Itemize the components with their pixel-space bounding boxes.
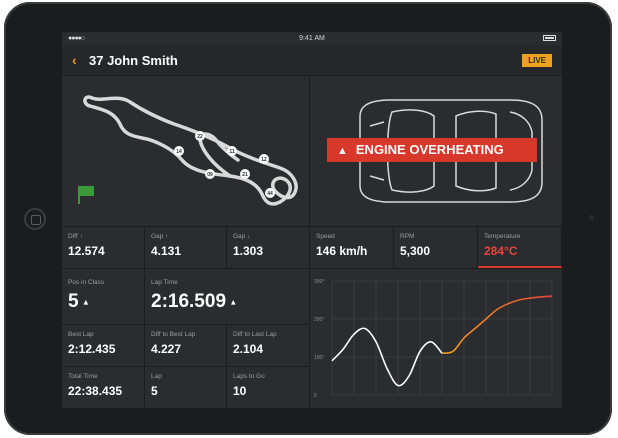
stat-label: Gap ↑ <box>151 233 169 240</box>
stat-value: 5 ▴ <box>68 291 88 312</box>
stat-value: 5 <box>151 384 158 398</box>
stat-diff-last: Diff to Last Lap 2.104 <box>227 324 310 366</box>
stat-value: 1.303 <box>233 244 264 258</box>
track-marker[interactable] <box>174 146 184 156</box>
stat-value: 4.131 <box>151 244 182 258</box>
flag-icon <box>78 186 94 204</box>
stat-label: Pos in Class <box>68 279 105 286</box>
track-marker-label: 12 <box>261 157 267 163</box>
status-time: 9:41 AM <box>299 35 325 42</box>
track-marker-label: 11 <box>229 149 235 155</box>
stat-label: RPM <box>400 233 415 240</box>
stat-value: 2:16.509 ▴ <box>151 291 236 312</box>
stat-value: 10 <box>233 384 247 398</box>
trend-up-icon: ▴ <box>83 297 88 307</box>
stat-gap-down: Gap ↓ 1.303 <box>227 226 310 268</box>
app-screen: ●●●●○ 9:41 AM ‹ 37 John Smith LIVE 22 14… <box>62 32 562 408</box>
y-tick-label: 300° <box>314 279 324 285</box>
stats-grid: Diff ↑ 12.574 Gap ↑ 4.131 Gap ↓ 1.303 Sp… <box>62 226 562 408</box>
battery-icon <box>543 35 556 41</box>
warning-icon: ▲ <box>337 145 348 157</box>
stat-total-time: Total Time 22:38.435 <box>62 366 145 408</box>
status-bar: ●●●●○ 9:41 AM <box>62 32 562 45</box>
signal-icon: ●●●●○ <box>68 35 85 42</box>
track-marker-label: 09 <box>207 172 213 178</box>
track-map: 22 14 11 12 21 09 44 <box>78 95 298 206</box>
stat-label: Speed <box>316 233 335 240</box>
trend-up-icon: ▴ <box>231 297 236 307</box>
track-map-panel: 22 14 11 12 21 09 44 <box>62 76 310 225</box>
engine-alert-banner[interactable]: ▲ ENGINE OVERHEATING <box>327 138 537 162</box>
track-marker[interactable] <box>205 169 215 179</box>
stat-value: 146 km/h <box>316 244 368 258</box>
track-marker-label: 14 <box>176 149 182 155</box>
temperature-series-normal <box>331 327 443 387</box>
stat-diff: Diff ↑ 12.574 <box>62 226 145 268</box>
stat-speed: Speed 146 km/h <box>310 226 394 268</box>
temperature-chart-svg: 300° 200° 100° 0 <box>314 279 553 399</box>
stat-value: 2:12.435 <box>68 342 116 356</box>
stat-label: Total Time <box>68 373 98 380</box>
stat-label: Best Lap <box>68 331 94 338</box>
stat-pos-in-class: Pos in Class 5 ▴ <box>62 268 145 324</box>
stat-gap-up: Gap ↑ 4.131 <box>145 226 227 268</box>
track-marker[interactable] <box>265 188 275 198</box>
driver-header: ‹ 37 John Smith LIVE <box>62 45 562 76</box>
alert-text: ENGINE OVERHEATING <box>355 142 504 157</box>
y-tick-label: 200° <box>314 317 324 323</box>
stat-label: Temperature <box>484 233 521 240</box>
track-marker[interactable] <box>240 169 250 179</box>
chevron-left-icon[interactable]: ‹ <box>72 52 77 68</box>
live-badge[interactable]: LIVE <box>522 54 552 67</box>
stat-value: 12.574 <box>68 244 105 258</box>
temperature-chart[interactable]: 300° 200° 100° 0 <box>310 268 562 408</box>
track-marker[interactable] <box>195 131 205 141</box>
stat-value: 4.227 <box>151 342 182 356</box>
stat-diff-best: Diff to Best Lap 4.227 <box>145 324 227 366</box>
camera-dot <box>589 215 594 220</box>
home-button[interactable] <box>24 208 46 230</box>
stat-rpm: RPM 5,300 <box>394 226 478 268</box>
temperature-series-hot <box>441 295 553 354</box>
tablet-frame: ●●●●○ 9:41 AM ‹ 37 John Smith LIVE 22 14… <box>4 2 612 435</box>
stat-temperature[interactable]: Temperature 284°C <box>478 226 562 268</box>
track-marker-label: 21 <box>242 172 248 178</box>
stat-label: Lap <box>151 373 162 380</box>
stat-value: 2.104 <box>233 342 264 356</box>
stat-label: Laps to Go <box>233 373 265 380</box>
stat-lap: Lap 5 <box>145 366 227 408</box>
page-title: 37 John Smith <box>89 53 178 68</box>
stat-label: Diff ↑ <box>68 233 83 240</box>
stat-value: 22:38.435 <box>68 384 123 398</box>
stat-lap-time: Lap Time 2:16.509 ▴ <box>145 268 310 324</box>
stat-value: 5,300 <box>400 244 431 258</box>
y-tick-label: 100° <box>314 355 324 361</box>
y-tick-label: 0 <box>314 393 317 399</box>
stat-value: 284°C <box>484 244 518 258</box>
stat-label: Diff to Best Lap <box>151 331 196 338</box>
stat-label: Diff to Last Lap <box>233 331 277 338</box>
track-marker[interactable] <box>259 154 269 164</box>
stat-label: Lap Time <box>151 279 178 286</box>
stat-best-lap: Best Lap 2:12.435 <box>62 324 145 366</box>
track-marker[interactable] <box>227 146 237 156</box>
stat-laps-to-go: Laps to Go 10 <box>227 366 310 408</box>
car-status-panel: ▲ ENGINE OVERHEATING <box>310 76 562 225</box>
track-marker-label: 44 <box>267 191 273 197</box>
track-marker-label: 22 <box>197 134 203 140</box>
stat-label: Gap ↓ <box>233 233 251 240</box>
